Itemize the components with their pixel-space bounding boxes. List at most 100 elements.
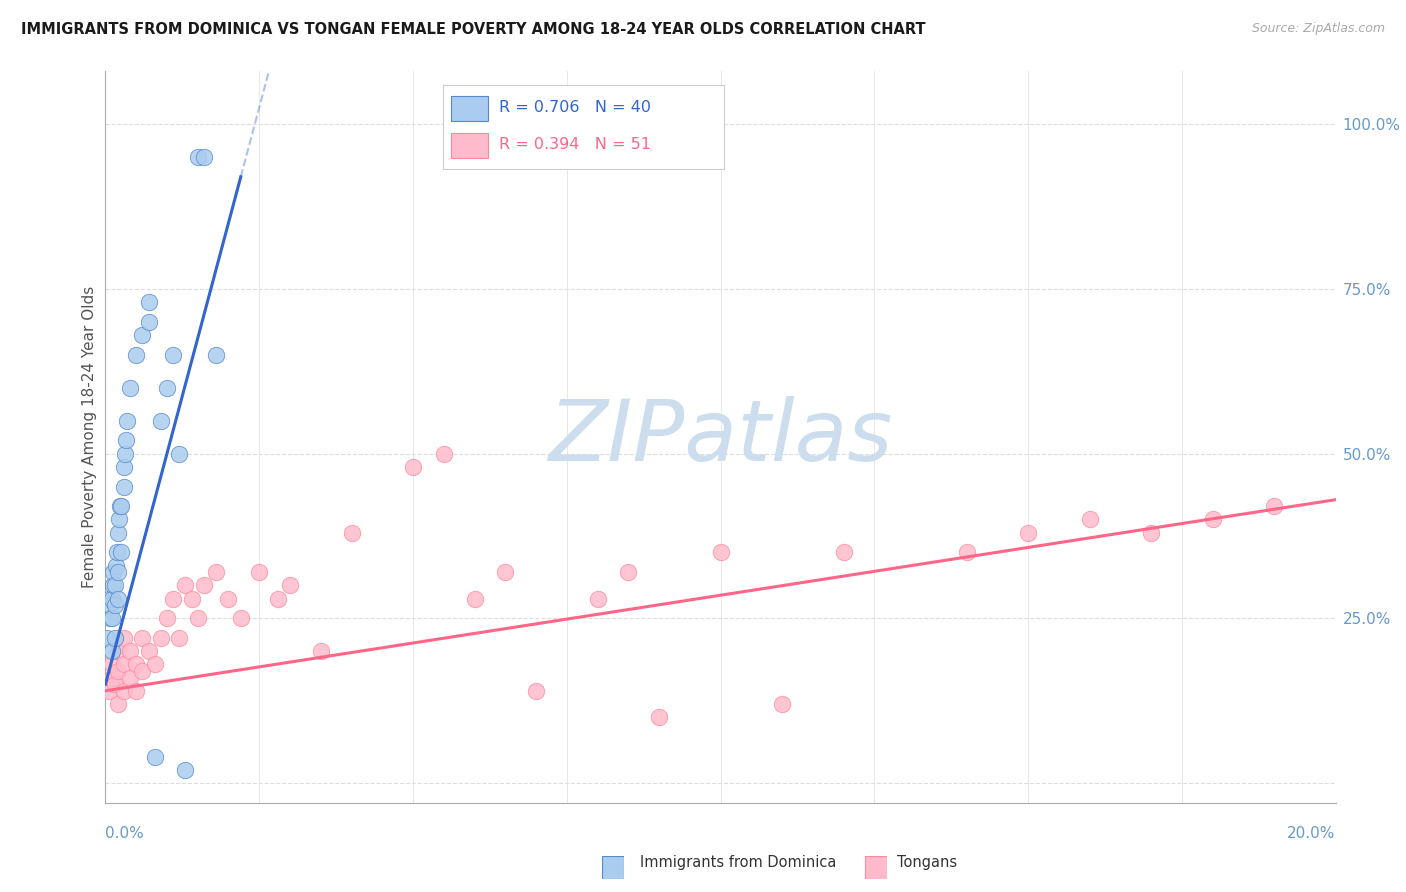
Text: ZIPatlas: ZIPatlas <box>548 395 893 479</box>
Point <box>110 545 132 559</box>
Point <box>149 414 172 428</box>
Point <box>100 671 122 685</box>
Point <box>340 525 363 540</box>
Point <box>156 381 179 395</box>
Text: IMMIGRANTS FROM DOMINICA VS TONGAN FEMALE POVERTY AMONG 18-24 YEAR OLDS CORRELAT: IMMIGRANTS FROM DOMINICA VS TONGAN FEMAL… <box>21 22 925 37</box>
Point <box>832 545 855 559</box>
Point <box>1201 512 1223 526</box>
Point <box>187 150 209 164</box>
Point <box>309 644 332 658</box>
Point <box>1078 512 1101 526</box>
Text: 20.0%: 20.0% <box>1288 827 1336 841</box>
Point <box>205 348 228 362</box>
Point <box>105 545 128 559</box>
Bar <box>451 95 488 121</box>
Point <box>138 315 160 329</box>
Point <box>770 697 793 711</box>
Point <box>107 565 129 579</box>
Point <box>617 565 640 579</box>
Point <box>193 150 215 164</box>
Point <box>956 545 979 559</box>
Point <box>125 348 148 362</box>
Point <box>433 446 456 460</box>
Point <box>149 631 172 645</box>
Point <box>107 525 129 540</box>
Point <box>120 381 141 395</box>
Point <box>247 565 270 579</box>
Point <box>494 565 516 579</box>
Point <box>1263 500 1285 514</box>
Point <box>107 697 129 711</box>
Text: Immigrants from Dominica: Immigrants from Dominica <box>640 855 837 870</box>
Point <box>112 459 135 474</box>
Point <box>174 578 197 592</box>
Point <box>138 295 160 310</box>
Point <box>110 500 132 514</box>
Point <box>278 578 301 592</box>
Point <box>112 683 135 698</box>
Point <box>586 591 609 606</box>
Point <box>138 644 160 658</box>
Point <box>524 683 547 698</box>
Point <box>174 763 197 777</box>
Point <box>125 657 148 672</box>
Point <box>100 591 122 606</box>
Point <box>131 631 153 645</box>
Point <box>229 611 252 625</box>
Point <box>112 631 135 645</box>
Point <box>218 591 240 606</box>
Point <box>107 591 129 606</box>
Point <box>402 459 425 474</box>
Point <box>131 327 153 342</box>
Point <box>112 479 135 493</box>
Point <box>205 565 228 579</box>
Point <box>96 631 118 645</box>
Point <box>104 558 127 573</box>
Point <box>100 644 122 658</box>
Point <box>187 611 209 625</box>
Point <box>104 598 127 612</box>
Point <box>97 683 120 698</box>
Point <box>169 631 191 645</box>
Point <box>97 591 120 606</box>
Point <box>98 598 122 612</box>
Point <box>112 657 135 672</box>
Text: Tongans: Tongans <box>897 855 957 870</box>
Point <box>115 414 138 428</box>
Point <box>648 710 671 724</box>
Point <box>143 657 166 672</box>
Point <box>1140 525 1163 540</box>
Point <box>162 591 184 606</box>
Text: Source: ZipAtlas.com: Source: ZipAtlas.com <box>1251 22 1385 36</box>
Point <box>107 664 129 678</box>
Point <box>125 683 148 698</box>
Point <box>120 644 141 658</box>
Y-axis label: Female Poverty Among 18-24 Year Olds: Female Poverty Among 18-24 Year Olds <box>82 286 97 588</box>
Point <box>98 611 121 625</box>
Text: R = 0.706   N = 40: R = 0.706 N = 40 <box>499 100 651 115</box>
Point <box>103 565 125 579</box>
Point <box>120 671 141 685</box>
Point <box>104 578 127 592</box>
Point <box>108 512 131 526</box>
Point <box>104 677 127 691</box>
Point <box>100 611 122 625</box>
Point <box>108 500 131 514</box>
Point <box>101 578 124 592</box>
Point <box>114 434 136 448</box>
Point <box>100 657 122 672</box>
Point <box>131 664 153 678</box>
Point <box>464 591 486 606</box>
Point <box>104 631 127 645</box>
Text: 0.0%: 0.0% <box>105 827 145 841</box>
Point <box>162 348 184 362</box>
Point <box>180 591 202 606</box>
Text: R = 0.394   N = 51: R = 0.394 N = 51 <box>499 137 651 153</box>
Bar <box>451 133 488 159</box>
Point <box>143 749 166 764</box>
Point <box>156 611 179 625</box>
Point <box>267 591 290 606</box>
Point <box>1017 525 1039 540</box>
Point <box>107 644 129 658</box>
Point <box>169 446 191 460</box>
